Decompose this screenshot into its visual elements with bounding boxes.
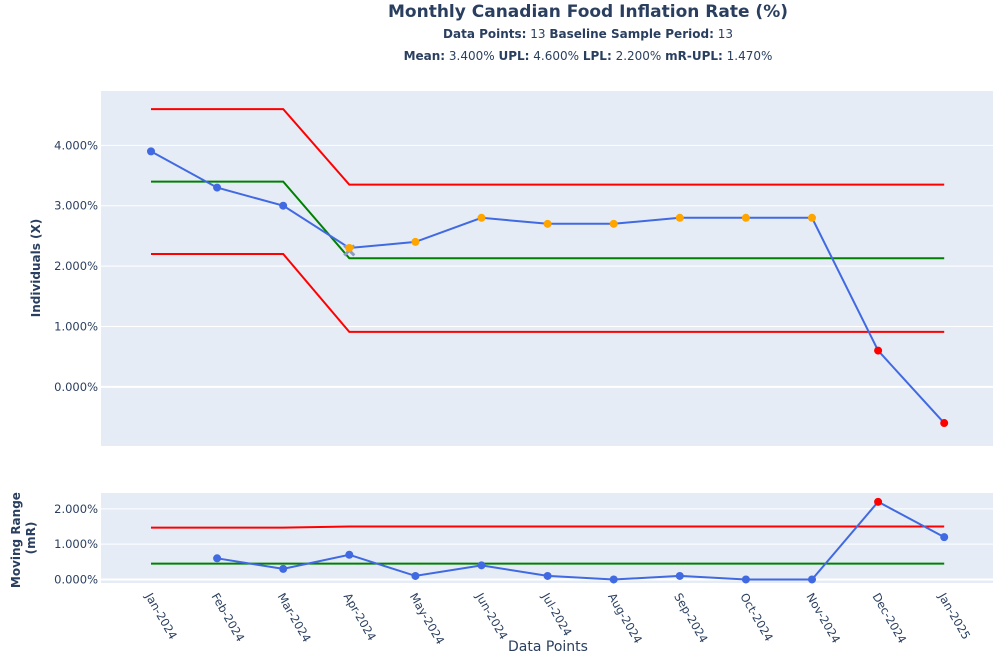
moving-range-panel: 0.000% 1.000% 2.000%	[54, 493, 993, 586]
y-tick-label: 2.000%	[54, 259, 98, 273]
x-tick-label: Nov-2024	[803, 591, 843, 646]
moving-range-axis-label: Moving Range (mR)	[9, 488, 38, 588]
y-tick-label: 1.000%	[54, 319, 98, 333]
y-tick-label: 1.000%	[54, 537, 98, 551]
data-point	[279, 201, 288, 210]
data-point	[874, 346, 883, 355]
x-tick-label: Jul-2024	[539, 590, 575, 639]
data-point	[345, 243, 354, 252]
x-tick-label: May-2024	[407, 591, 448, 647]
data-points-label: Data Points:	[443, 27, 526, 41]
lpl-label: LPL:	[583, 49, 612, 63]
moving-range-axis-label-line-2: (mR)	[24, 522, 38, 555]
data-point	[477, 213, 486, 222]
mr-upl-value: 1.470%	[723, 49, 773, 63]
mean-label: Mean:	[404, 49, 446, 63]
chart-title: Monthly Canadian Food Inflation Rate (%)	[388, 2, 788, 22]
data-point	[213, 183, 222, 192]
data-point	[411, 571, 420, 580]
data-point	[477, 561, 486, 570]
upper-process-limit-line	[151, 108, 945, 186]
plot-area	[101, 493, 993, 583]
data-points-value: 13	[526, 27, 549, 41]
y-tick-label: 2.000%	[54, 502, 98, 516]
x-tick-label: Jan-2025	[935, 590, 973, 642]
x-tick-label: Feb-2024	[209, 591, 248, 645]
x-tick-label: Dec-2024	[870, 591, 910, 646]
x-tick-label: Sep-2024	[671, 591, 711, 646]
data-point	[808, 575, 816, 584]
mr-upl-label: mR-UPL:	[665, 49, 723, 63]
x-tick-label: Jan-2024	[142, 590, 180, 642]
data-point	[345, 550, 354, 559]
data-point	[940, 533, 949, 542]
upper-range-limit-line	[151, 525, 945, 529]
subtitle-line-1: Data Points: 13 Baseline Sample Period: …	[443, 27, 733, 41]
data-point	[609, 219, 618, 228]
y-tick-label: 3.000%	[54, 199, 98, 213]
mean-line	[151, 180, 945, 260]
x-tick-label: Aug-2024	[605, 591, 645, 646]
moving-range-axis-label-line-1: Moving Range	[9, 492, 23, 588]
y-tick-label: 4.000%	[54, 138, 98, 152]
data-point	[609, 575, 618, 584]
subtitle-line-2: Mean: 3.400% UPL: 4.600% LPL: 2.200% mR-…	[404, 49, 773, 63]
x-tick-label: Apr-2024	[341, 591, 379, 644]
data-point	[213, 554, 222, 563]
data-point	[411, 237, 420, 246]
data-point	[543, 219, 552, 228]
x-axis-label: Data Points	[508, 639, 588, 655]
y-tick-label: 0.000%	[54, 572, 98, 586]
upl-label: UPL:	[498, 49, 529, 63]
individuals-axis-label: Individuals (X)	[29, 219, 43, 318]
x-tick-label: Jun-2024	[472, 590, 510, 642]
plot-area	[101, 91, 993, 446]
x-tick-label: Mar-2024	[275, 591, 314, 645]
data-point	[279, 564, 288, 573]
x-tick-label: Oct-2024	[737, 591, 776, 644]
data-line	[216, 500, 945, 581]
data-point	[675, 571, 684, 580]
upl-value: 4.600%	[529, 49, 582, 63]
data-point	[543, 571, 552, 580]
data-point	[940, 419, 949, 428]
data-point	[808, 213, 816, 222]
baseline-period-label: Baseline Sample Period:	[549, 27, 713, 41]
individuals-panel: 0.000% 1.000% 2.000% 3.000% 4.000%	[54, 91, 993, 446]
data-point	[741, 213, 750, 222]
data-point	[675, 213, 684, 222]
baseline-period-value: 13	[714, 27, 733, 41]
y-tick-label: 0.000%	[54, 380, 98, 394]
data-point	[741, 575, 750, 584]
data-point	[147, 147, 155, 156]
lpl-value: 2.200%	[612, 49, 665, 63]
data-point	[874, 497, 883, 506]
mean-value: 3.400%	[445, 49, 498, 63]
lower-process-limit-line	[151, 253, 945, 333]
